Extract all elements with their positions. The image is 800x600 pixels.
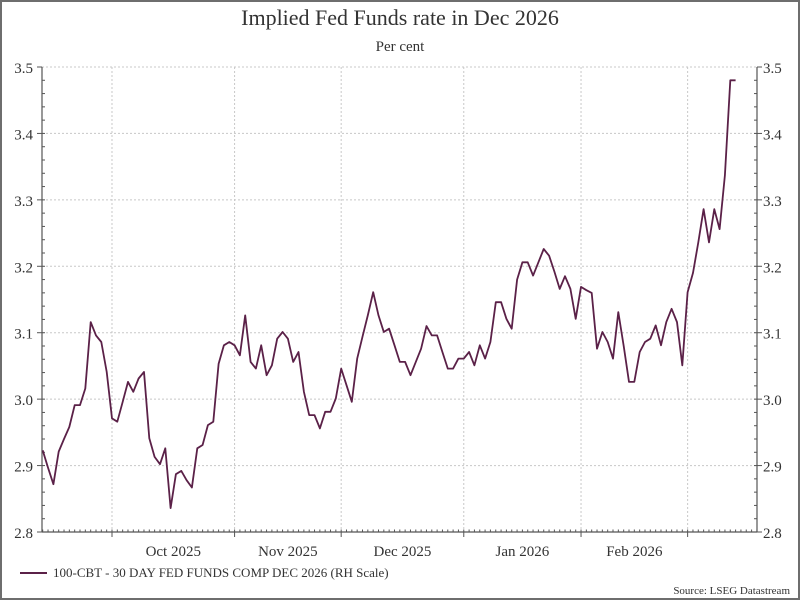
x-tick-label: Dec 2025	[374, 544, 432, 560]
y-tick-label-left: 3.1	[14, 327, 33, 343]
y-tick-label-left: 3.2	[14, 260, 33, 276]
x-tick-label: Jan 2026	[496, 544, 550, 560]
x-tick-label: Feb 2026	[606, 544, 663, 560]
legend-swatch	[20, 572, 47, 574]
y-tick-label-right: 2.8	[763, 526, 782, 542]
y-tick-label-right: 2.9	[763, 460, 782, 476]
y-tick-label-right: 3.3	[763, 194, 782, 210]
y-tick-label-right: 3.2	[763, 260, 782, 276]
x-tick-label: Oct 2025	[146, 544, 201, 560]
y-tick-label-left: 3.0	[14, 393, 33, 409]
series-line	[41, 79, 736, 510]
y-tick-label-left: 3.3	[14, 194, 33, 210]
y-tick-label-right: 3.5	[763, 61, 782, 77]
y-tick-label-left: 2.9	[14, 460, 33, 476]
chart-title: Implied Fed Funds rate in Dec 2026	[241, 5, 559, 30]
y-tick-label-right: 3.1	[763, 327, 782, 343]
x-tick-label: Nov 2025	[258, 544, 318, 560]
legend-label: 100-CBT - 30 DAY FED FUNDS COMP DEC 2026…	[53, 565, 389, 580]
chart-subtitle: Per cent	[375, 39, 425, 55]
legend: 100-CBT - 30 DAY FED FUNDS COMP DEC 2026…	[20, 565, 389, 581]
y-tick-label-right: 3.4	[763, 127, 782, 143]
y-tick-label-left: 3.5	[14, 61, 33, 77]
source-note: Source: LSEG Datastream	[673, 585, 790, 597]
y-tick-label-right: 3.0	[763, 393, 782, 409]
y-tick-label-left: 3.4	[14, 127, 33, 143]
y-tick-label-left: 2.8	[14, 526, 33, 542]
